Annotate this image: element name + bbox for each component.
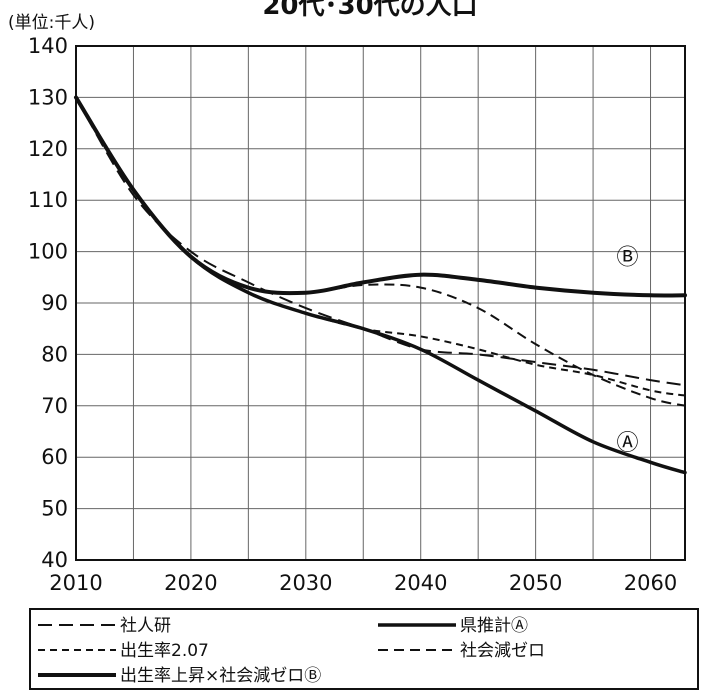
x-axis-ticks: 2010 2020 2030 2040 2050 2060 bbox=[49, 571, 677, 595]
series-line-2 bbox=[74, 95, 687, 475]
chart-title: 20代･30代の人口 bbox=[262, 0, 477, 21]
x-tick-label: 2010 bbox=[49, 571, 102, 595]
legend-label-3: 出生率2.07 bbox=[120, 641, 209, 661]
series-marker-label: Ⓐ bbox=[617, 431, 639, 456]
y-tick-label: 70 bbox=[41, 394, 68, 418]
y-tick-label: 110 bbox=[28, 188, 68, 212]
y-tick-label: 90 bbox=[41, 291, 68, 315]
series-line-1 bbox=[75, 96, 686, 387]
x-tick-label: 2030 bbox=[279, 571, 332, 595]
x-tick-label: 2060 bbox=[624, 571, 677, 595]
plot-frame bbox=[75, 45, 686, 561]
y-tick-label: 80 bbox=[41, 342, 68, 366]
y-tick-label: 100 bbox=[28, 240, 68, 264]
legend-box bbox=[29, 608, 699, 690]
legend-label-5: 出生率上昇×社会減ゼロⒷ bbox=[120, 666, 321, 686]
grid bbox=[75, 45, 685, 561]
y-tick-label: 130 bbox=[28, 85, 68, 109]
y-tick-label: 50 bbox=[41, 497, 68, 521]
legend-label-2: 県推計Ⓐ bbox=[460, 616, 528, 636]
series-line-5 bbox=[74, 95, 687, 298]
y-tick-label: 40 bbox=[41, 548, 68, 572]
series-lines bbox=[74, 95, 687, 475]
annotations: ⒷⒶ bbox=[617, 246, 639, 456]
y-axis-ticks: 40 50 60 70 80 90 100 110 120 130 140 bbox=[28, 34, 68, 572]
y-tick-label: 140 bbox=[28, 34, 68, 58]
x-tick-label: 2020 bbox=[164, 571, 217, 595]
legend-label-4: 社会減ゼロ bbox=[460, 641, 545, 661]
series-line-3 bbox=[75, 96, 686, 397]
x-tick-label: 2050 bbox=[509, 571, 562, 595]
y-tick-label: 120 bbox=[28, 137, 68, 161]
y-tick-label: 60 bbox=[41, 445, 68, 469]
x-tick-label: 2040 bbox=[394, 571, 447, 595]
legend-label-1: 社人研 bbox=[120, 616, 171, 636]
unit-label: (単位:千人) bbox=[8, 13, 95, 33]
series-marker-label: Ⓑ bbox=[617, 246, 639, 271]
